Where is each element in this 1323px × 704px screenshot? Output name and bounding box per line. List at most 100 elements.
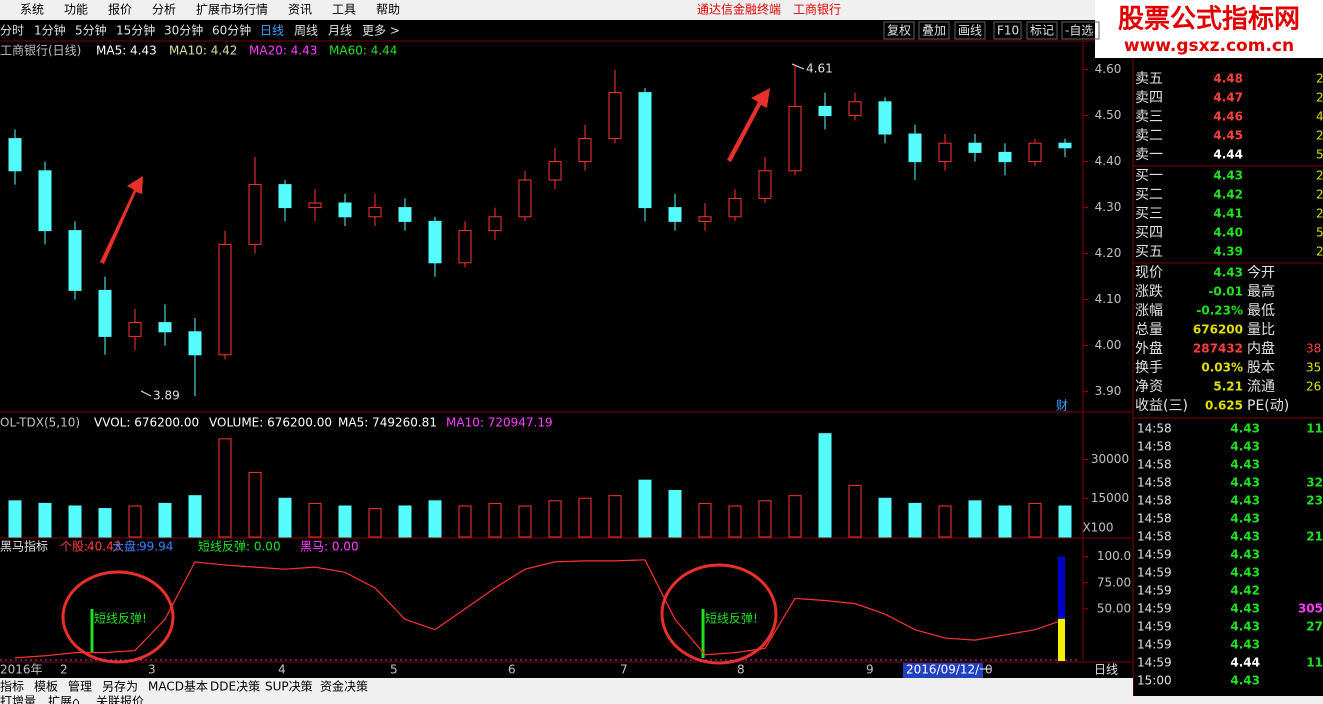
period-button[interactable]: 1分钟 [34,23,66,38]
tool-button[interactable]: 复权 [887,24,911,38]
bottom-tab[interactable]: DDE决策 [210,680,260,694]
candle-body [908,133,922,163]
legend-value: 40.43 [87,540,121,554]
bottom-tab[interactable]: 模板 [34,680,58,694]
indicator-line [14,559,1066,659]
y-tick-label: 30000 [1091,452,1129,466]
menu-item[interactable]: 帮助 [376,3,400,17]
candle-body [1028,142,1042,163]
volume-bar [998,505,1012,538]
period-button[interactable]: 周线 [294,24,318,38]
bottom-tab[interactable]: 管理 [68,679,92,694]
watermark-url: www.gsxz.com.cn [1124,36,1294,56]
bottom-tab[interactable]: 资金决策 [320,679,368,694]
stat-value: 35 [1306,361,1321,375]
menu-item[interactable]: 系统 [20,3,44,17]
legend-item: 短线反弹: 0.00 [198,540,281,554]
tool-button[interactable]: 标记 [1030,24,1054,38]
stat-value: 676200 [1193,323,1243,337]
bottom-link[interactable]: 关联报价 [96,694,144,704]
stat-value: 38 [1306,342,1321,356]
tool-box [1061,21,1100,40]
bottom-link[interactable]: 打增量 [0,695,36,704]
volume-bar [488,502,502,538]
candle-body [728,197,742,218]
tool-button[interactable]: F10 [997,24,1019,38]
book-price: 4.40 [1213,226,1243,240]
tick-price: 4.43 [1230,602,1260,616]
volume-bar [728,505,742,538]
high-annotation: 4.61 [806,62,833,76]
x-tick-label: 6 [508,663,516,677]
menu-item[interactable]: 分析 [152,3,176,17]
volume-bar [908,502,922,538]
tick-price: 4.43 [1230,422,1260,436]
stat-label: 收益(三) [1135,398,1188,414]
x-tick-label: 2 [60,663,68,677]
period-button[interactable]: 5分钟 [75,23,107,38]
candle-body [128,322,142,337]
stat-label: 流通 [1247,379,1275,395]
tool-box [918,21,950,40]
menu-item[interactable]: 工具 [332,3,356,17]
stat-label: 现价 [1135,265,1163,281]
book-volume: 4 [1316,110,1323,124]
tool-button[interactable]: 叠加 [922,24,946,38]
period-button[interactable]: 分时 [0,24,24,38]
stat-value: 287432 [1193,342,1243,356]
period-button[interactable]: 日线 [260,24,284,38]
legend-item: 工商银行(日线) [0,43,81,58]
tick-price: 4.43 [1230,530,1260,544]
book-label: 卖一 [1135,147,1163,163]
candle-body [458,230,472,264]
y-tick-label: 4.00 [1095,338,1122,352]
bottom-tab[interactable]: SUP决策 [265,680,313,694]
book-price: 4.45 [1213,129,1243,143]
bottom-link[interactable]: 扩展⌂ [48,695,80,704]
stat-label: 涨幅 [1135,303,1163,319]
menu-item[interactable]: 资讯 [288,3,312,17]
tool-button[interactable]: -自选 [1065,24,1093,38]
tick-price: 4.43 [1230,620,1260,634]
period-button[interactable]: 更多 > [362,24,400,38]
book-price: 4.47 [1213,91,1243,105]
status-bar [0,696,1323,704]
period-button[interactable]: 30分钟 [164,23,203,38]
tick-time: 14:59 [1137,620,1172,634]
menu-item[interactable]: 功能 [64,3,88,17]
volume-bar [818,433,832,538]
volume-bar [68,505,82,538]
menu-item[interactable]: 扩展市场行情 [196,2,268,17]
legend-item: MA5: 4.43 [96,44,157,58]
bottom-tab[interactable]: MACD基本 [148,680,208,694]
candle-body [638,92,652,209]
book-price: 4.46 [1213,110,1243,124]
tool-button[interactable]: 画线 [958,24,982,38]
bottom-tab[interactable]: 另存为 [102,680,138,694]
book-price: 4.44 [1213,148,1243,162]
bottom-tab[interactable]: 指标 [0,679,24,694]
tick-price: 4.43 [1230,458,1260,472]
tick-time: 14:58 [1137,458,1172,472]
period-button[interactable]: 月线 [328,24,352,38]
legend-item: MA20: 4.43 [249,44,317,58]
tick-volume: 27 [1306,620,1323,634]
legend-item: MA10: 720947.19 [446,416,553,430]
stat-label: 最低 [1247,303,1275,319]
annotation-line [791,63,805,70]
period-button[interactable]: 60分钟 [212,23,251,38]
menu-item[interactable]: 报价 [108,2,132,17]
volume-bar [698,502,712,538]
volume-bar [158,502,172,538]
tab-bar [0,678,1133,696]
volume-bar [578,497,592,538]
stat-label: 量比 [1247,322,1275,338]
candle-body [158,322,172,333]
toolbar [0,20,1323,41]
candle-body [68,230,82,291]
tick-volume: 23 [1306,494,1323,508]
y-tick-label: 15000 [1091,491,1129,505]
period-button[interactable]: 15分钟 [116,23,155,38]
tick-price: 4.43 [1230,494,1260,508]
